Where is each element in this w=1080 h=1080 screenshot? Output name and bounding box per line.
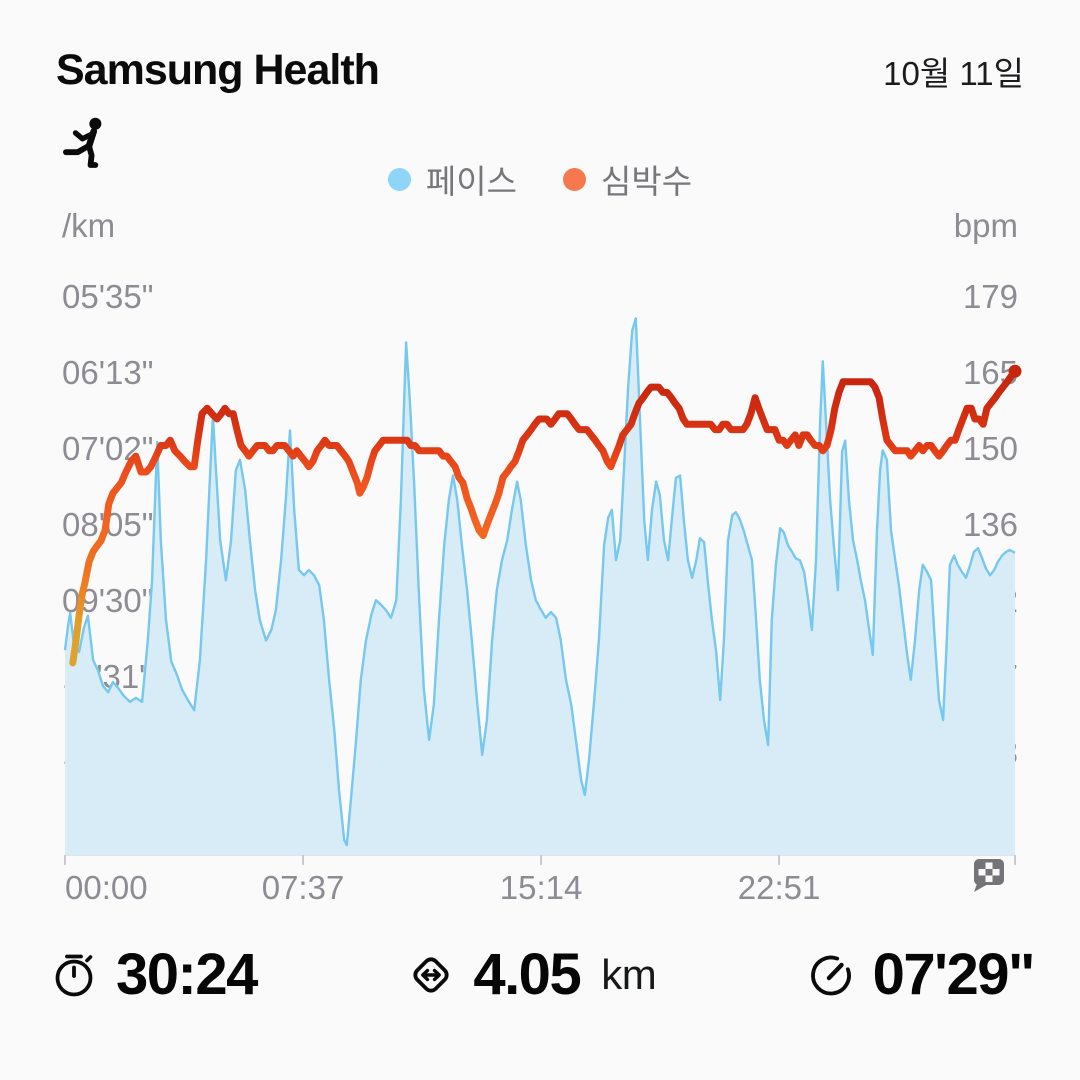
distance-unit: km [601, 950, 657, 998]
pace-line-edge [63, 317, 1016, 847]
x-axis-tick-label: 15:14 [500, 869, 583, 906]
header: Samsung Health 10월 11일 [0, 0, 1080, 95]
pace-legend-dot-icon [387, 167, 411, 191]
legend-item-pace: 페이스 [387, 155, 517, 203]
heart-rate-line-series [69, 367, 1019, 667]
hr-axis-tick-label: 136 [963, 506, 1018, 543]
hr-axis-tick-label: 179 [963, 278, 1018, 315]
distance-value: 4.05 [473, 942, 581, 1007]
heart-rate-end-dot [1008, 364, 1022, 378]
summary-stats-row: 30:24 4.05 km 07'29" [0, 941, 1080, 1008]
x-axis-tick-label: 00:00 [65, 869, 148, 906]
pace-axis-unit-label: /km [62, 207, 115, 244]
distance-arrows-icon [413, 956, 449, 993]
pace-area-series [65, 318, 1015, 855]
x-axis-tick-label: 22:51 [738, 869, 821, 906]
legend-item-heart-rate: 심박수 [563, 155, 692, 203]
duration-value: 30:24 [116, 942, 258, 1007]
stopwatch-icon [55, 954, 93, 996]
hr-axis-unit-label: bpm [954, 207, 1018, 244]
distance-stat: 4.05 km [403, 941, 657, 1008]
pace-gauge-icon [810, 955, 851, 995]
pace-axis-tick-label: 06'13" [62, 354, 153, 391]
runner-icon [62, 117, 102, 168]
finish-flag-icon [974, 859, 1004, 892]
legend-label-pace: 페이스 [425, 163, 517, 200]
x-axis-tick-label: 07:37 [262, 869, 345, 906]
hr-axis-tick-label: 150 [963, 430, 1018, 467]
duration-stat: 30:24 [46, 941, 258, 1008]
legend-label-heart-rate: 심박수 [601, 163, 693, 200]
pace-axis-tick-label: 09'30" [62, 582, 153, 619]
average-pace-value: 07'29" [872, 942, 1036, 1007]
average-pace-stat: 07'29" [803, 941, 1036, 1008]
heart-rate-legend-dot-icon [563, 167, 586, 191]
app-title: Samsung Health [56, 46, 380, 94]
workout-date: 10월 11일 [883, 54, 1024, 92]
chart-legend: 페이스 심박수 [0, 155, 1080, 203]
pace-axis-tick-label: 05'35" [62, 278, 153, 315]
